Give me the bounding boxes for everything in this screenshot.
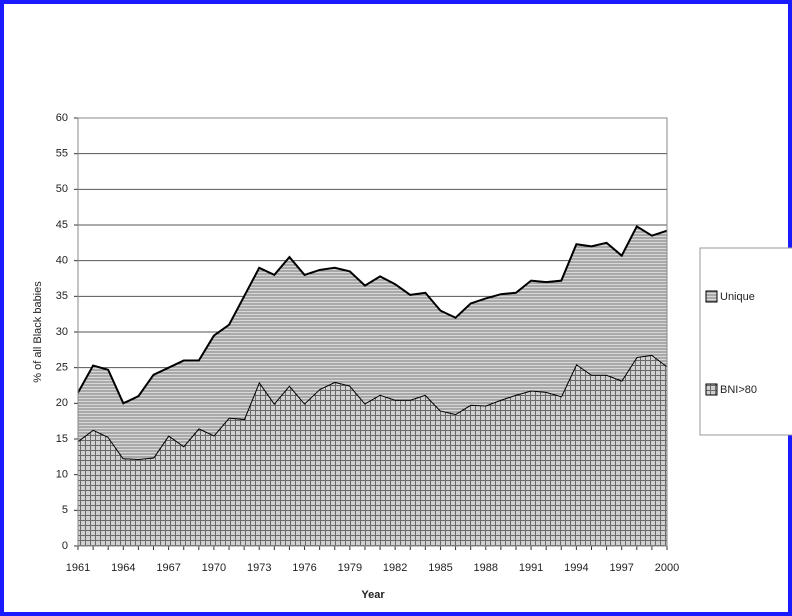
x-tick-label: 1973	[247, 562, 271, 574]
y-tick-label: 25	[56, 362, 68, 374]
y-tick-label: 35	[56, 290, 68, 302]
x-tick-label: 1994	[564, 562, 588, 574]
x-tick-label: 1964	[111, 562, 135, 574]
legend-box	[699, 247, 792, 436]
x-tick-label: 1982	[383, 562, 407, 574]
y-tick-label: 0	[62, 540, 68, 552]
plot-border	[77, 117, 668, 547]
x-tick-label: 1991	[519, 562, 543, 574]
legend-label: BNI>80	[720, 384, 757, 396]
y-axis-label: % of all Black babies	[32, 281, 44, 383]
x-tick-label: 1997	[609, 562, 633, 574]
x-tick-label: 1985	[428, 562, 452, 574]
x-tick-label: 1961	[66, 562, 90, 574]
y-tick-label: 55	[56, 148, 68, 160]
y-tick-label: 50	[56, 183, 68, 195]
y-tick-label: 30	[56, 326, 68, 338]
area-edge	[77, 225, 668, 405]
legend-label: Unique	[720, 291, 755, 303]
x-tick-label: 1970	[202, 562, 226, 574]
area	[78, 226, 667, 459]
legend-swatch	[705, 383, 718, 396]
y-tick-label: 40	[56, 255, 68, 267]
x-tick-label: 1967	[156, 562, 180, 574]
legend-swatch	[705, 290, 718, 303]
x-tick-label: 2000	[655, 562, 679, 574]
y-tick-label: 20	[56, 397, 68, 409]
y-tick-label: 60	[56, 112, 68, 124]
x-axis-label: Year	[361, 589, 385, 601]
y-tick-label: 5	[62, 504, 68, 516]
x-tick-label: 1976	[292, 562, 316, 574]
y-tick-label: 45	[56, 219, 68, 231]
area	[78, 354, 667, 546]
x-tick-label: 1988	[474, 562, 498, 574]
y-tick-label: 15	[56, 433, 68, 445]
x-tick-label: 1979	[338, 562, 362, 574]
y-tick-label: 10	[56, 469, 68, 481]
